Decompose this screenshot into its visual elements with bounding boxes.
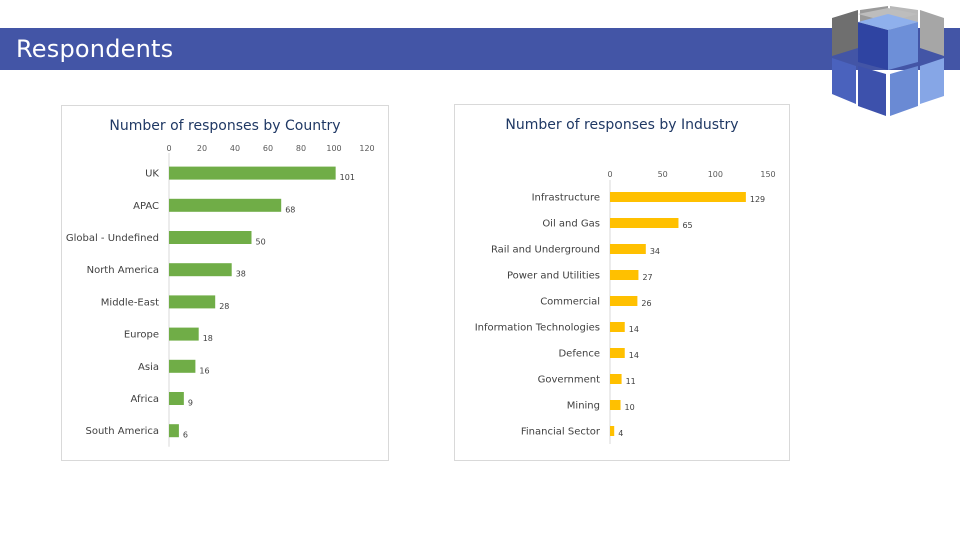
industry-value-label: 34 (650, 247, 660, 256)
industry-bar (610, 374, 622, 384)
industry-bar (610, 296, 638, 306)
country-x-tick-label: 60 (263, 144, 273, 153)
country-category-label: UK (145, 169, 159, 180)
country-category-label: Global - Undefined (66, 233, 159, 244)
country-x-tick-label: 0 (166, 144, 171, 153)
country-bar (169, 295, 216, 309)
country-value-label: 101 (340, 173, 355, 182)
industry-value-label: 65 (682, 221, 692, 230)
country-category-label: Europe (124, 330, 159, 341)
country-bar (169, 359, 196, 373)
industry-category-label: Financial Sector (521, 427, 601, 438)
industry-value-label: 26 (641, 299, 651, 308)
country-x-tick-label: 100 (326, 144, 341, 153)
country-category-label: South America (86, 426, 160, 437)
industry-bar (610, 400, 621, 410)
industry-bar (610, 322, 625, 332)
industry-category-label: Government (538, 375, 600, 386)
industry-category-label: Defence (558, 349, 600, 360)
country-chart-panel: Number of responses by Country 0 20 40 60 80… (61, 105, 389, 461)
country-category-label: North America (87, 265, 159, 276)
header-banner: Respondents (0, 28, 960, 70)
country-value-label: 6 (183, 431, 188, 440)
country-value-label: 18 (203, 334, 213, 343)
country-bar (169, 263, 232, 277)
country-value-label: 50 (256, 238, 266, 247)
industry-x-tick-label: 150 (760, 170, 775, 179)
industry-value-label: 10 (625, 403, 635, 412)
country-x-tick-label: 80 (296, 144, 306, 153)
country-category-label: APAC (133, 201, 159, 212)
industry-value-label: 11 (626, 377, 636, 386)
industry-chart-panel: Number of responses by Industry 0 50 100 15… (454, 104, 790, 461)
industry-value-label: 14 (629, 351, 639, 360)
country-value-label: 16 (199, 366, 209, 375)
industry-category-label: Commercial (540, 297, 600, 308)
industry-category-label: Power and Utilities (507, 271, 600, 282)
industry-value-label: 129 (750, 195, 765, 204)
industry-value-label: 27 (642, 273, 652, 282)
cube-grid-logo-icon (832, 6, 944, 116)
industry-category-label: Mining (567, 401, 600, 412)
country-category-label: Middle-East (101, 297, 159, 308)
country-bar (169, 392, 184, 405)
industry-x-tick-label: 50 (658, 170, 668, 179)
country-bar (169, 327, 199, 341)
industry-chart-title: Number of responses by Industry (505, 117, 739, 133)
industry-category-label: Information Technologies (475, 323, 600, 334)
industry-x-tick-label: 100 (708, 170, 723, 179)
country-bar (169, 198, 282, 212)
industry-category-label: Infrastructure (532, 193, 600, 204)
country-value-label: 38 (236, 270, 246, 279)
industry-bar (610, 218, 679, 228)
country-value-label: 68 (285, 205, 295, 214)
country-bar (169, 231, 252, 244)
industry-category-label: Rail and Underground (491, 245, 600, 256)
country-chart-title: Number of responses by Country (109, 118, 341, 134)
page-title: Respondents (16, 35, 174, 63)
industry-chart: 0 50 100 150 Infrastructure 129 Oil and Gas 65 R… (475, 170, 776, 444)
country-chart: 0 20 40 60 80 100 120 UK 101 APAC 68 Global - Undef… (66, 144, 375, 447)
industry-x-tick-label: 0 (607, 170, 612, 179)
industry-bar (610, 192, 746, 202)
industry-category-label: Oil and Gas (542, 219, 600, 230)
country-value-label: 28 (219, 302, 229, 311)
industry-value-label: 4 (618, 429, 623, 438)
country-category-label: Africa (130, 394, 159, 405)
industry-bar (610, 426, 615, 436)
country-x-tick-label: 120 (359, 144, 374, 153)
country-value-label: 9 (188, 399, 193, 408)
industry-value-label: 14 (629, 325, 639, 334)
country-x-tick-label: 20 (197, 144, 207, 153)
country-bar (169, 424, 179, 438)
country-category-label: Asia (138, 362, 159, 373)
country-x-tick-label: 40 (230, 144, 240, 153)
industry-bar (610, 348, 625, 358)
industry-bar (610, 270, 639, 280)
country-bar (169, 166, 336, 180)
industry-bar (610, 244, 646, 254)
